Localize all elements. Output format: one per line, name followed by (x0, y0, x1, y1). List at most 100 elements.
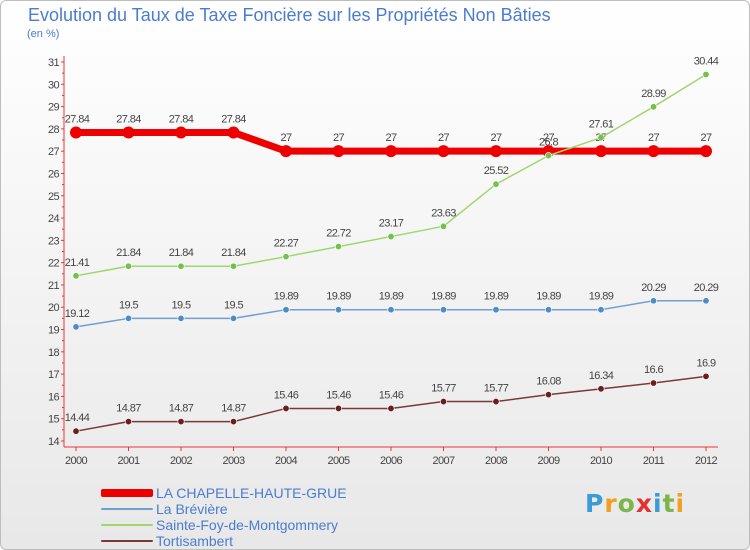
data-label: 21.41 (65, 257, 90, 269)
y-tick-label: 22 (48, 258, 60, 270)
data-point (492, 180, 500, 188)
x-tick-label: 2008 (485, 455, 508, 467)
data-point (702, 297, 710, 305)
data-label: 16.9 (696, 357, 715, 369)
data-point (175, 126, 187, 139)
data-label: 19.89 (589, 291, 614, 303)
data-label: 22.72 (326, 228, 351, 240)
logo-letter: i (653, 489, 663, 518)
y-tick-label: 18 (48, 347, 60, 359)
data-point (595, 145, 607, 158)
x-tick-label: 2001 (117, 455, 140, 467)
x-tick-label: 2002 (170, 455, 193, 467)
data-label: 22.27 (274, 238, 299, 250)
legend-swatch (101, 508, 153, 510)
data-label: 19.89 (431, 291, 456, 303)
data-point (597, 385, 605, 393)
data-point (72, 272, 80, 280)
proxiti-logo: Proxiti (585, 489, 685, 518)
data-label: 15.77 (484, 383, 509, 395)
data-point (280, 145, 292, 158)
data-point (597, 134, 605, 142)
data-label: 15.46 (326, 389, 351, 401)
data-label: 19.89 (484, 291, 509, 303)
data-point (700, 145, 712, 158)
data-label: 28.99 (641, 88, 666, 100)
data-point (647, 145, 660, 158)
y-tick-label: 24 (48, 213, 60, 225)
line-chart: 14 15 16 17 18 19 20 21 22 23 24 25 26 27 28 29 30 31 2000… (48, 55, 719, 467)
data-label: 27.84 (169, 113, 194, 125)
chart-legend: LA CHAPELLE-HAUTE-GRUE La Brévière Sainte-… (101, 485, 347, 549)
data-label: 26.8 (539, 137, 558, 149)
data-label: 21.84 (169, 247, 194, 259)
legend-label: Tortisambert (156, 533, 234, 549)
data-point (72, 323, 80, 331)
data-point (70, 126, 82, 139)
legend-item: LA CHAPELLE-HAUTE-GRUE (101, 485, 347, 501)
data-label: 16.08 (536, 376, 561, 388)
data-point (439, 398, 447, 406)
x-tick-label: 2000 (65, 455, 88, 467)
data-point (490, 145, 502, 158)
data-label: 21.84 (116, 247, 141, 259)
data-point (227, 126, 240, 139)
logo-letter: P (585, 489, 605, 518)
data-label: 20.29 (694, 282, 719, 294)
data-point (597, 306, 605, 314)
data-point (649, 379, 657, 387)
y-tick-label: 17 (48, 369, 60, 381)
data-point (437, 145, 450, 158)
data-label: 19.12 (65, 308, 90, 320)
legend-label: Sainte-Foy-de-Montgommery (156, 517, 339, 533)
chart-title: Evolution du Taux de Taxe Foncière sur l… (28, 5, 551, 25)
data-point (282, 306, 290, 314)
y-tick-label: 29 (48, 102, 60, 114)
data-point (72, 427, 80, 435)
legend-item: Tortisambert (101, 533, 347, 549)
x-tick-label: 2011 (643, 455, 665, 467)
series-line-2 (75, 73, 707, 277)
data-point (282, 253, 290, 261)
logo-letter: i (675, 489, 686, 518)
data-point (282, 404, 290, 412)
data-point (702, 70, 710, 78)
x-tick-label: 2004 (275, 455, 298, 467)
data-label: 27 (543, 132, 555, 144)
data-point (439, 222, 447, 230)
data-point (649, 297, 657, 305)
data-label: 19.89 (326, 291, 351, 303)
data-point (387, 404, 395, 412)
data-label: 27 (438, 132, 450, 144)
y-tick-label: 27 (48, 146, 60, 158)
data-point (125, 418, 133, 426)
legend-label: LA CHAPELLE-HAUTE-GRUE (156, 485, 347, 501)
data-label: 14.87 (169, 403, 194, 415)
data-label: 27 (333, 132, 345, 144)
legend-swatch (101, 540, 153, 542)
y-tick-label: 26 (48, 168, 60, 180)
data-point (544, 391, 552, 399)
data-label: 16.34 (589, 370, 614, 382)
data-point (334, 306, 342, 314)
x-tick-label: 2010 (590, 455, 613, 467)
data-point (334, 404, 342, 412)
data-label: 14.87 (116, 403, 141, 415)
logo-letter: r (604, 489, 618, 518)
y-tick-label: 28 (48, 124, 60, 136)
data-label: 27 (385, 132, 397, 144)
y-tick-label: 15 (48, 414, 60, 426)
data-label: 14.44 (65, 412, 90, 424)
data-label: 20.29 (641, 282, 666, 294)
data-label: 27 (700, 132, 712, 144)
y-tick-label: 30 (48, 79, 60, 91)
data-label: 15.77 (431, 383, 456, 395)
legend-item: La Brévière (101, 501, 347, 517)
data-point (230, 262, 238, 270)
data-point (230, 314, 238, 322)
data-point (387, 233, 395, 241)
data-point (332, 145, 345, 158)
data-label: 19.89 (536, 291, 561, 303)
legend-item: Sainte-Foy-de-Montgommery (101, 517, 347, 533)
